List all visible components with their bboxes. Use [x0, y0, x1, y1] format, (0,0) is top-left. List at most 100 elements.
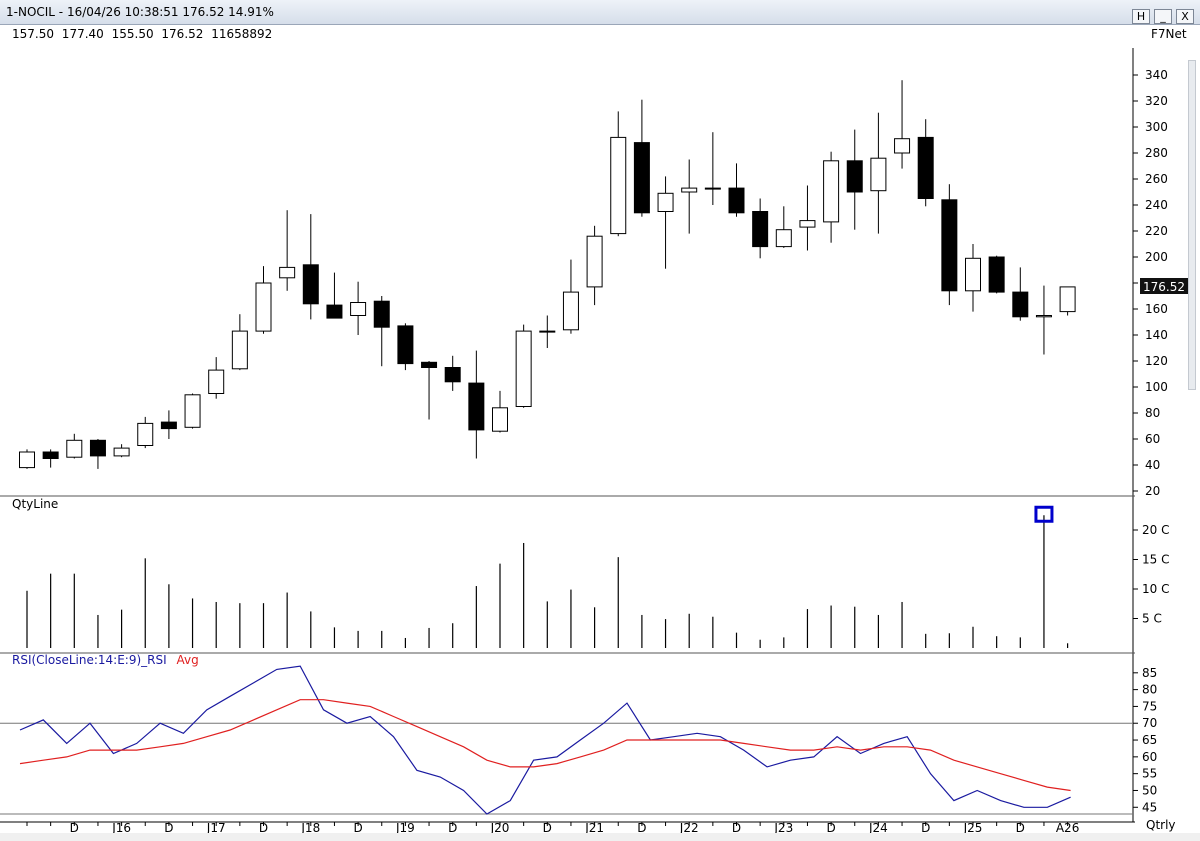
x-tick-label: D	[1016, 821, 1025, 835]
candle	[302, 214, 319, 320]
scrollbar-thumb[interactable]	[1188, 60, 1196, 390]
candle	[965, 244, 981, 312]
volume-tick-label: 15 C	[1142, 553, 1169, 567]
price-tick-label: 80	[1145, 406, 1160, 420]
volume-tick-label: 10 C	[1142, 582, 1169, 596]
candle-body-up	[515, 330, 532, 408]
volume-panel: 5 C 10 C 15 C 20 C	[26, 505, 1169, 648]
candle-body-down	[752, 211, 769, 248]
candle-body-up	[137, 422, 154, 446]
x-tick-label: J24	[868, 821, 888, 835]
candle-body-up	[208, 369, 225, 395]
candle	[373, 296, 390, 367]
candle-body-up	[823, 160, 840, 223]
candle-body-down	[444, 367, 461, 383]
candle	[113, 444, 130, 458]
candle-body-up	[965, 257, 981, 292]
candle-body-up	[870, 157, 887, 192]
candle-body-up	[1059, 286, 1076, 313]
candle-body-up	[610, 136, 627, 235]
x-tick-label: A26	[1056, 821, 1079, 835]
price-tick-label: 120	[1145, 354, 1168, 368]
rsi-line-rsi	[19, 665, 1071, 815]
price-tick-label: 320	[1145, 94, 1168, 108]
candle-body-down	[846, 160, 863, 193]
x-tick-label: D	[353, 821, 362, 835]
help-button[interactable]: H	[1132, 9, 1150, 24]
volume-highlight-marker	[1034, 505, 1054, 523]
candle-body-up	[586, 235, 603, 288]
candle-body-up	[113, 447, 130, 457]
x-axis: D J16 D J17 D J18 D J19 D J20 D J21 D J22 D J23 D J24 D J25…	[26, 821, 1079, 835]
candle	[1035, 285, 1052, 355]
avg-series-label: Avg	[177, 653, 199, 667]
candle	[208, 357, 225, 399]
candle	[184, 393, 201, 429]
candle-body-down	[633, 142, 650, 214]
candle	[350, 281, 367, 335]
rsi-panel-label: RSI(CloseLine:14:E:9)_RSI Avg	[12, 653, 199, 667]
candle	[941, 184, 958, 306]
candle	[823, 151, 840, 243]
rsi-tick-label: 80	[1142, 683, 1157, 697]
rsi-tick-label: 60	[1142, 750, 1157, 764]
rsi-tick-label: 50	[1142, 783, 1157, 797]
candle-body-up	[1035, 315, 1052, 318]
candle-body-up	[799, 220, 816, 228]
price-tick-label: 300	[1145, 120, 1168, 134]
volume-tick-label: 5 C	[1142, 612, 1162, 626]
candle	[681, 159, 698, 234]
x-tick-label: D	[259, 821, 268, 835]
candle	[19, 449, 35, 469]
x-tick-label: J19	[395, 821, 415, 835]
rsi-tick-label: 85	[1142, 666, 1157, 680]
candle	[468, 350, 485, 459]
candle-body-down	[988, 256, 1005, 293]
price-tick-label: 260	[1145, 172, 1168, 186]
minimize-button[interactable]: _	[1154, 9, 1172, 24]
candle-body-up	[775, 229, 792, 248]
x-tick-label: D	[637, 821, 646, 835]
price-panel: 2040608010012014016018020022024026028030…	[19, 68, 1168, 498]
candle	[137, 416, 154, 449]
x-tick-label: J25	[963, 821, 983, 835]
price-tick-label: 100	[1145, 380, 1168, 394]
candle-body-up	[539, 330, 556, 333]
rsi-line-avg	[19, 699, 1071, 792]
x-tick-label: J23	[773, 821, 793, 835]
candle	[255, 266, 272, 334]
candle	[704, 132, 721, 205]
candle	[42, 449, 59, 468]
volume-tick-label: 20 C	[1142, 523, 1169, 537]
candle	[515, 324, 532, 408]
close-button[interactable]: X	[1176, 9, 1194, 24]
x-tick-label: D	[826, 821, 835, 835]
candle	[279, 210, 296, 291]
price-tick-label: 20	[1145, 484, 1160, 498]
candle	[66, 433, 83, 459]
candle-body-up	[255, 282, 272, 332]
rsi-tick-label: 55	[1142, 767, 1157, 781]
x-tick-label: J16	[111, 821, 131, 835]
periodicity-label: Qtrly	[1146, 818, 1176, 832]
candle	[160, 410, 177, 439]
candle	[492, 390, 508, 433]
x-tick-label: J18	[300, 821, 320, 835]
feed-label: F7Net	[1151, 27, 1187, 41]
candle-body-up	[562, 291, 579, 331]
candle	[89, 439, 106, 469]
rsi-panel: 45 50 55 60 65 70 75 80 85	[0, 665, 1157, 815]
candle	[752, 198, 769, 259]
panel-frame	[0, 48, 1135, 823]
candle	[988, 255, 1005, 294]
rsi-tick-label: 45	[1142, 800, 1157, 814]
candle	[326, 272, 343, 319]
candle-body-up	[231, 330, 248, 370]
vertical-scrollbar[interactable]	[1186, 60, 1198, 820]
candle	[846, 129, 863, 230]
candle-body-down	[42, 451, 59, 459]
price-tick-label: 40	[1145, 458, 1160, 472]
price-tick-label: 340	[1145, 68, 1168, 82]
rsi-tick-label: 75	[1142, 699, 1157, 713]
